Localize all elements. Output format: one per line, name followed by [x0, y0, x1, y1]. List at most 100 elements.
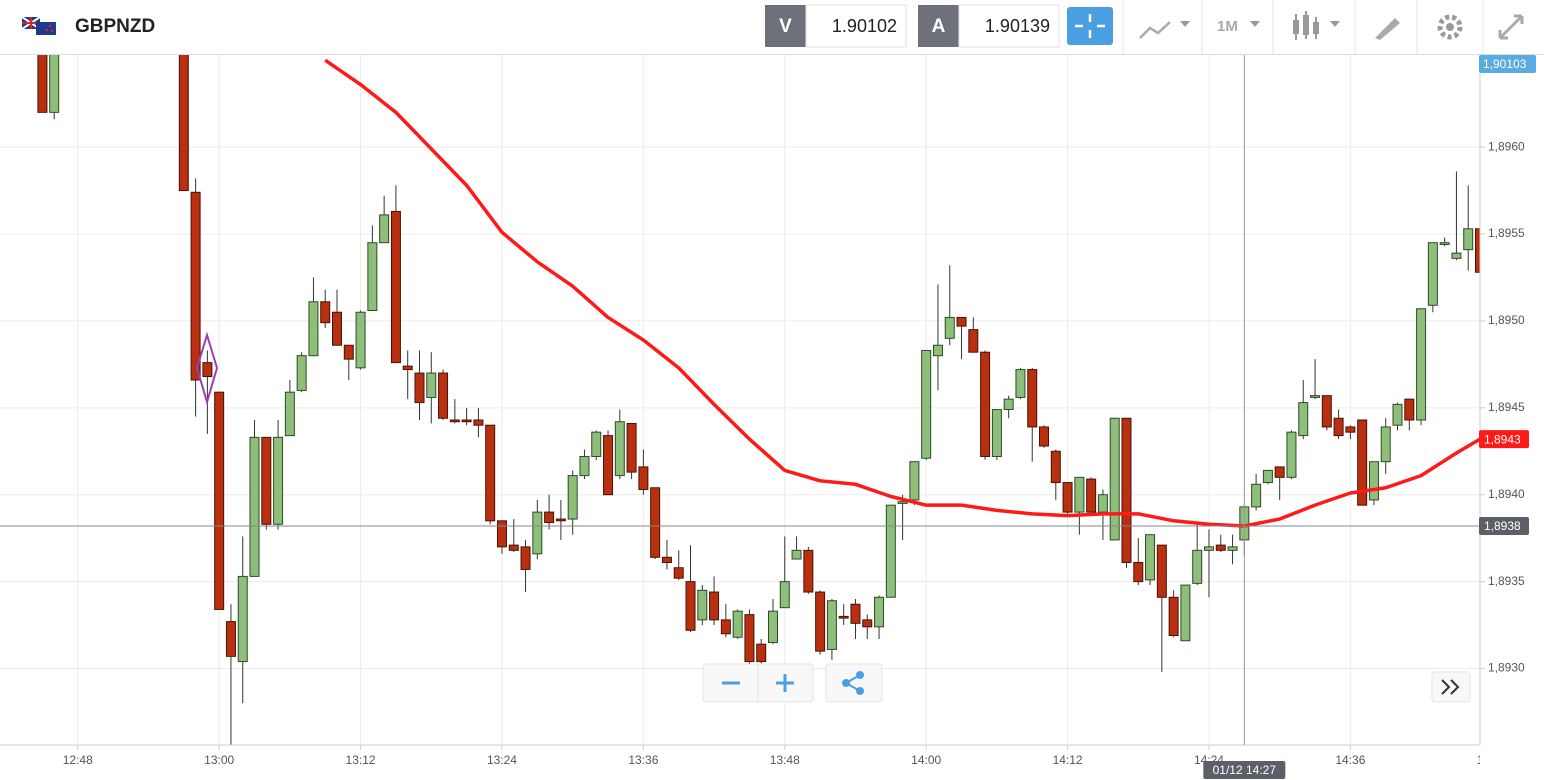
- candle-body: [1475, 228, 1480, 273]
- x-tick-label: 13:36: [628, 753, 658, 767]
- candle-body: [1439, 242, 1450, 245]
- candle-body: [815, 591, 826, 652]
- candle-body: [1286, 431, 1297, 478]
- y-tick-label: 1,8940: [1488, 487, 1525, 501]
- candle-body: [1251, 483, 1262, 508]
- candle-body: [838, 615, 849, 619]
- candle-body: [650, 487, 661, 558]
- candle-body: [803, 549, 814, 593]
- candle-body: [1227, 546, 1238, 551]
- ask-box: [958, 4, 1060, 48]
- price-tag-label: 1,8938: [1484, 519, 1521, 533]
- candle-body: [1392, 403, 1403, 426]
- candle-body: [1427, 242, 1438, 306]
- y-tick-label: 1,8950: [1488, 313, 1525, 327]
- x-tick-label: 14:00: [911, 753, 941, 767]
- candle-body: [661, 556, 672, 564]
- x-tick-label: 13:24: [487, 753, 517, 767]
- candle-body: [603, 435, 614, 496]
- interval[interactable]: 1M: [1217, 18, 1238, 35]
- crosshair-button[interactable]: [1067, 7, 1113, 45]
- candle-body: [225, 621, 236, 657]
- candle-body: [956, 316, 967, 327]
- ask-label: A: [932, 16, 946, 37]
- candle-body: [544, 511, 555, 524]
- candle-body: [968, 329, 979, 353]
- candle-body: [438, 372, 449, 419]
- candle-body: [379, 214, 390, 244]
- dropdown-arrow: [1330, 21, 1340, 27]
- candle-body: [284, 391, 295, 437]
- chart-type-icon[interactable]: [1139, 21, 1171, 39]
- zoom-in[interactable]: [776, 674, 794, 692]
- candle-body: [709, 591, 720, 621]
- candle-body: [1015, 369, 1026, 398]
- scroll-end-box: [1431, 671, 1471, 703]
- draw-icon[interactable]: [1375, 18, 1400, 40]
- candle-body: [249, 436, 260, 577]
- x-tick-label: 13:48: [770, 753, 800, 767]
- candle-body: [685, 581, 696, 631]
- candle-body: [1380, 426, 1391, 463]
- candle-body: [202, 362, 213, 378]
- bid-label: V: [779, 16, 792, 37]
- candle-body: [496, 520, 507, 548]
- candle-body: [367, 242, 378, 311]
- candle-body: [461, 419, 472, 423]
- bid-value: 1.90102: [832, 16, 897, 36]
- candle-body: [1215, 544, 1226, 551]
- symbol: GBPNZD: [75, 16, 155, 37]
- candle-body: [402, 365, 413, 371]
- candle-body: [626, 422, 637, 473]
- candle-body: [1097, 494, 1108, 513]
- candle-body: [261, 436, 272, 525]
- candle-body: [1463, 228, 1474, 251]
- candle-body: [1310, 395, 1321, 398]
- candle-icon[interactable]: [1293, 11, 1319, 40]
- candle-body: [921, 349, 932, 459]
- ask-badge[interactable]: [918, 5, 959, 47]
- scroll-end-icon[interactable]: [1441, 679, 1460, 695]
- candle-body: [1145, 534, 1156, 581]
- line-tag-label: 1,8943: [1484, 432, 1521, 446]
- settings-icon[interactable]: [1437, 14, 1463, 40]
- candle-body: [1074, 476, 1085, 513]
- candle-body: [1003, 398, 1014, 411]
- candle-body: [862, 619, 873, 628]
- candle-body: [308, 301, 319, 357]
- candle-body: [1156, 544, 1167, 598]
- x-tick-label: 13:00: [204, 753, 234, 767]
- marker-diamond: [195, 331, 219, 406]
- candle-body: [485, 424, 496, 522]
- candle-body: [980, 351, 991, 457]
- candle-body: [214, 391, 225, 610]
- candle-body: [520, 546, 531, 570]
- candle-body: [1062, 482, 1073, 513]
- candle-body: [1109, 417, 1120, 541]
- candle-body: [178, 55, 189, 192]
- candle-body: [1039, 426, 1050, 447]
- candle-body: [767, 610, 778, 643]
- flag-icon: [21, 16, 56, 35]
- y-tick-label: 1,8960: [1488, 139, 1525, 153]
- candle-body: [1368, 461, 1379, 501]
- x-tick-label: 14:36: [1335, 753, 1365, 767]
- candle-body: [1262, 469, 1273, 484]
- bid-badge: [765, 5, 806, 47]
- x-tick-label: 14:48: [1477, 753, 1507, 767]
- candle-body: [909, 461, 920, 501]
- candle-body: [532, 511, 543, 555]
- candle-body: [332, 311, 343, 346]
- candle-body: [944, 316, 955, 339]
- share-icon[interactable]: [842, 671, 864, 695]
- candle-body: [744, 614, 755, 663]
- dropdown-arrow: [1250, 21, 1260, 27]
- candle-body: [1192, 549, 1203, 584]
- fullscreen-icon[interactable]: [1498, 14, 1524, 40]
- candle-body: [1121, 417, 1132, 564]
- plot-area: [37, 55, 1480, 745]
- candle-body: [567, 475, 578, 520]
- candle-body: [591, 431, 602, 457]
- candle-body: [1321, 395, 1332, 428]
- dropdown-arrow: [1180, 21, 1190, 27]
